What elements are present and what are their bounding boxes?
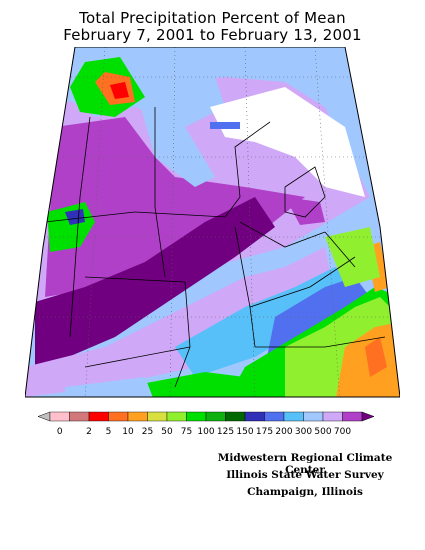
legend-swatch: [342, 411, 363, 422]
legend-label: 2: [86, 427, 92, 437]
precipitation-map: [25, 47, 400, 398]
legend-swatch: [127, 411, 148, 422]
credit-line-1: Midwestern Regional Climate Center: [217, 452, 393, 476]
legend-label: 100: [197, 427, 214, 437]
legend-label: 175: [256, 427, 273, 437]
color-legend: 0 2 5 10 25 50 75 100 125 150 175 200 300 500 700: [38, 411, 375, 437]
map-date-range: February 7, 2001 to February 13, 2001: [63, 26, 362, 44]
credit-line-3: Champaign, Illinois: [247, 486, 363, 498]
legend-label: 700: [334, 427, 351, 437]
legend-swatch: [205, 411, 226, 422]
legend-label: 75: [181, 427, 192, 437]
legend-label: 5: [106, 427, 112, 437]
legend-arrow-high: [361, 411, 375, 422]
legend-label: 0: [57, 427, 63, 437]
legend-swatch: [166, 411, 187, 422]
legend-swatch: [108, 411, 129, 422]
map-title: Total Precipitation Percent of Mean: [79, 9, 346, 27]
legend-swatch: [69, 411, 90, 422]
legend-label: 50: [161, 427, 173, 437]
legend-label: 200: [275, 427, 292, 437]
credit-line-2: Illinois State Water Survey: [226, 469, 384, 481]
legend-swatch: [147, 411, 168, 422]
legend-label: 150: [236, 427, 253, 437]
legend-swatch: [49, 411, 70, 422]
legend-swatch: [303, 411, 324, 422]
legend-swatch: [264, 411, 285, 422]
legend-label: 300: [295, 427, 312, 437]
legend-swatch: [244, 411, 265, 422]
legend-swatch: [225, 411, 246, 422]
legend-label: 500: [314, 427, 331, 437]
legend-swatch: [186, 411, 207, 422]
legend-swatch: [322, 411, 343, 422]
legend-label: 125: [217, 427, 234, 437]
legend-swatch: [88, 411, 109, 422]
legend-label: 10: [122, 427, 134, 437]
legend-arrow-low: [38, 411, 51, 422]
legend-label: 25: [142, 427, 153, 437]
legend-swatch: [283, 411, 304, 422]
